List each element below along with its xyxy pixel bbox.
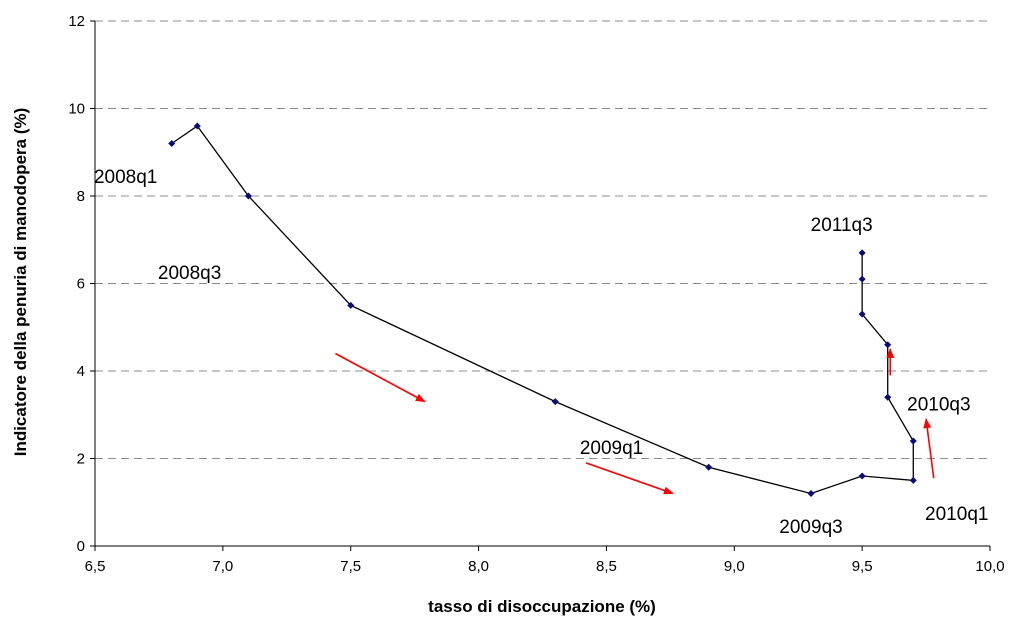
x-tick-label: 8,0 [468,558,489,575]
quarter-annotation: 2008q1 [94,167,157,188]
quarter-annotation: 2009q3 [779,517,842,538]
data-point [858,472,866,480]
quarter-annotation: 2010q3 [907,394,970,415]
x-tick-label: 6,5 [85,558,106,575]
x-tick-label: 9,5 [852,558,873,575]
x-tick-label: 7,0 [212,558,233,575]
y-tick-label: 12 [68,13,85,30]
quarter-annotation: 2010q1 [925,504,988,525]
quarter-annotation: 2011q3 [811,215,873,236]
tick-labels: 0 2 4 6 8 10 12 6,5 7,0 7,5 8,0 8,5 9,0 9,5 10,0 [68,13,1004,575]
y-tick-label: 0 [77,538,85,555]
x-tick-label: 9,0 [724,558,745,575]
quarter-annotation: 2009q1 [580,438,643,459]
data-point [705,463,713,471]
series-line [171,125,914,495]
data-point [909,476,917,484]
data-point [858,249,866,257]
data-point [347,301,355,309]
data-point [551,398,559,406]
trend-arrow [585,462,674,495]
data-point [858,310,866,318]
x-tick-label: 8,5 [596,558,617,575]
y-tick-label: 10 [68,101,85,118]
x-tick-label: 10,0 [975,558,1004,575]
data-point [807,490,815,497]
series [168,122,917,497]
data-point [193,122,201,130]
trend-arrow [334,352,426,403]
quarter-annotation: 2008q3 [158,263,221,284]
y-axis-title: Indicatore della penuria di manodopera (… [11,108,30,457]
x-tick-label: 7,5 [340,558,361,575]
data-point [909,437,917,445]
y-tick-label: 8 [77,188,85,205]
gridlines [95,20,990,459]
x-axis-title: tasso di disoccupazione (%) [428,597,656,616]
y-tick-label: 2 [77,451,85,468]
data-point [244,192,252,200]
y-tick-label: 4 [77,363,85,380]
axes [90,20,991,551]
data-point [168,140,176,147]
y-tick-label: 6 [77,276,85,293]
trend-arrows [334,348,935,495]
data-point [884,341,892,349]
data-point [858,275,866,283]
data-point [884,393,892,401]
annotations: 2008q1 2008q3 2009q1 2009q3 2010q1 2010q3 2011… [94,167,988,538]
trend-arrow [923,418,935,479]
